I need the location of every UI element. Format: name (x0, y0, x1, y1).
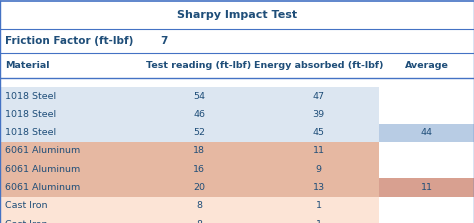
Text: 8: 8 (196, 220, 202, 223)
Text: Cast Iron: Cast Iron (5, 201, 47, 210)
Bar (0, 178, 379, 197)
Text: Test reading (ft-lbf): Test reading (ft-lbf) (146, 61, 252, 70)
Text: 52: 52 (193, 128, 205, 137)
Text: 20: 20 (193, 183, 205, 192)
Text: 46: 46 (193, 110, 205, 119)
Text: 7: 7 (160, 36, 167, 46)
Bar (0, 215, 379, 223)
Text: 8: 8 (196, 201, 202, 210)
Text: Sharpy Impact Test: Sharpy Impact Test (177, 10, 297, 20)
Text: Material: Material (5, 61, 49, 70)
Bar (379, 87, 474, 105)
Bar (0, 0, 474, 29)
Bar (0, 105, 379, 124)
Bar (379, 124, 474, 142)
Text: 45: 45 (313, 128, 325, 137)
Bar (379, 197, 474, 215)
Bar (0, 78, 474, 87)
Text: 39: 39 (313, 110, 325, 119)
Text: 16: 16 (193, 165, 205, 174)
Text: 11: 11 (313, 147, 325, 155)
Bar (0, 124, 379, 142)
Bar (0, 87, 379, 105)
Bar (0, 142, 379, 160)
Text: 9: 9 (316, 165, 322, 174)
Bar (379, 105, 474, 124)
Text: 18: 18 (193, 147, 205, 155)
Text: 1: 1 (316, 201, 322, 210)
Text: 6061 Aluminum: 6061 Aluminum (5, 165, 80, 174)
Bar (379, 178, 474, 197)
Text: 6061 Aluminum: 6061 Aluminum (5, 183, 80, 192)
Text: 1018 Steel: 1018 Steel (5, 110, 56, 119)
Text: Average: Average (405, 61, 448, 70)
Bar (379, 142, 474, 160)
Text: 44: 44 (420, 128, 433, 137)
Bar (0, 197, 379, 215)
Text: 11: 11 (420, 183, 433, 192)
Text: 1: 1 (316, 220, 322, 223)
Bar (0, 29, 474, 53)
Bar (379, 160, 474, 178)
Text: 6061 Aluminum: 6061 Aluminum (5, 147, 80, 155)
Bar (0, 160, 379, 178)
Text: Cast Iron: Cast Iron (5, 220, 47, 223)
Text: 54: 54 (193, 92, 205, 101)
Text: Friction Factor (ft-lbf): Friction Factor (ft-lbf) (5, 36, 133, 46)
Text: 13: 13 (313, 183, 325, 192)
Text: 1018 Steel: 1018 Steel (5, 92, 56, 101)
Bar (0, 53, 474, 78)
Bar (379, 215, 474, 223)
Text: 1018 Steel: 1018 Steel (5, 128, 56, 137)
Text: Energy absorbed (ft-lbf): Energy absorbed (ft-lbf) (254, 61, 383, 70)
Text: 47: 47 (313, 92, 325, 101)
